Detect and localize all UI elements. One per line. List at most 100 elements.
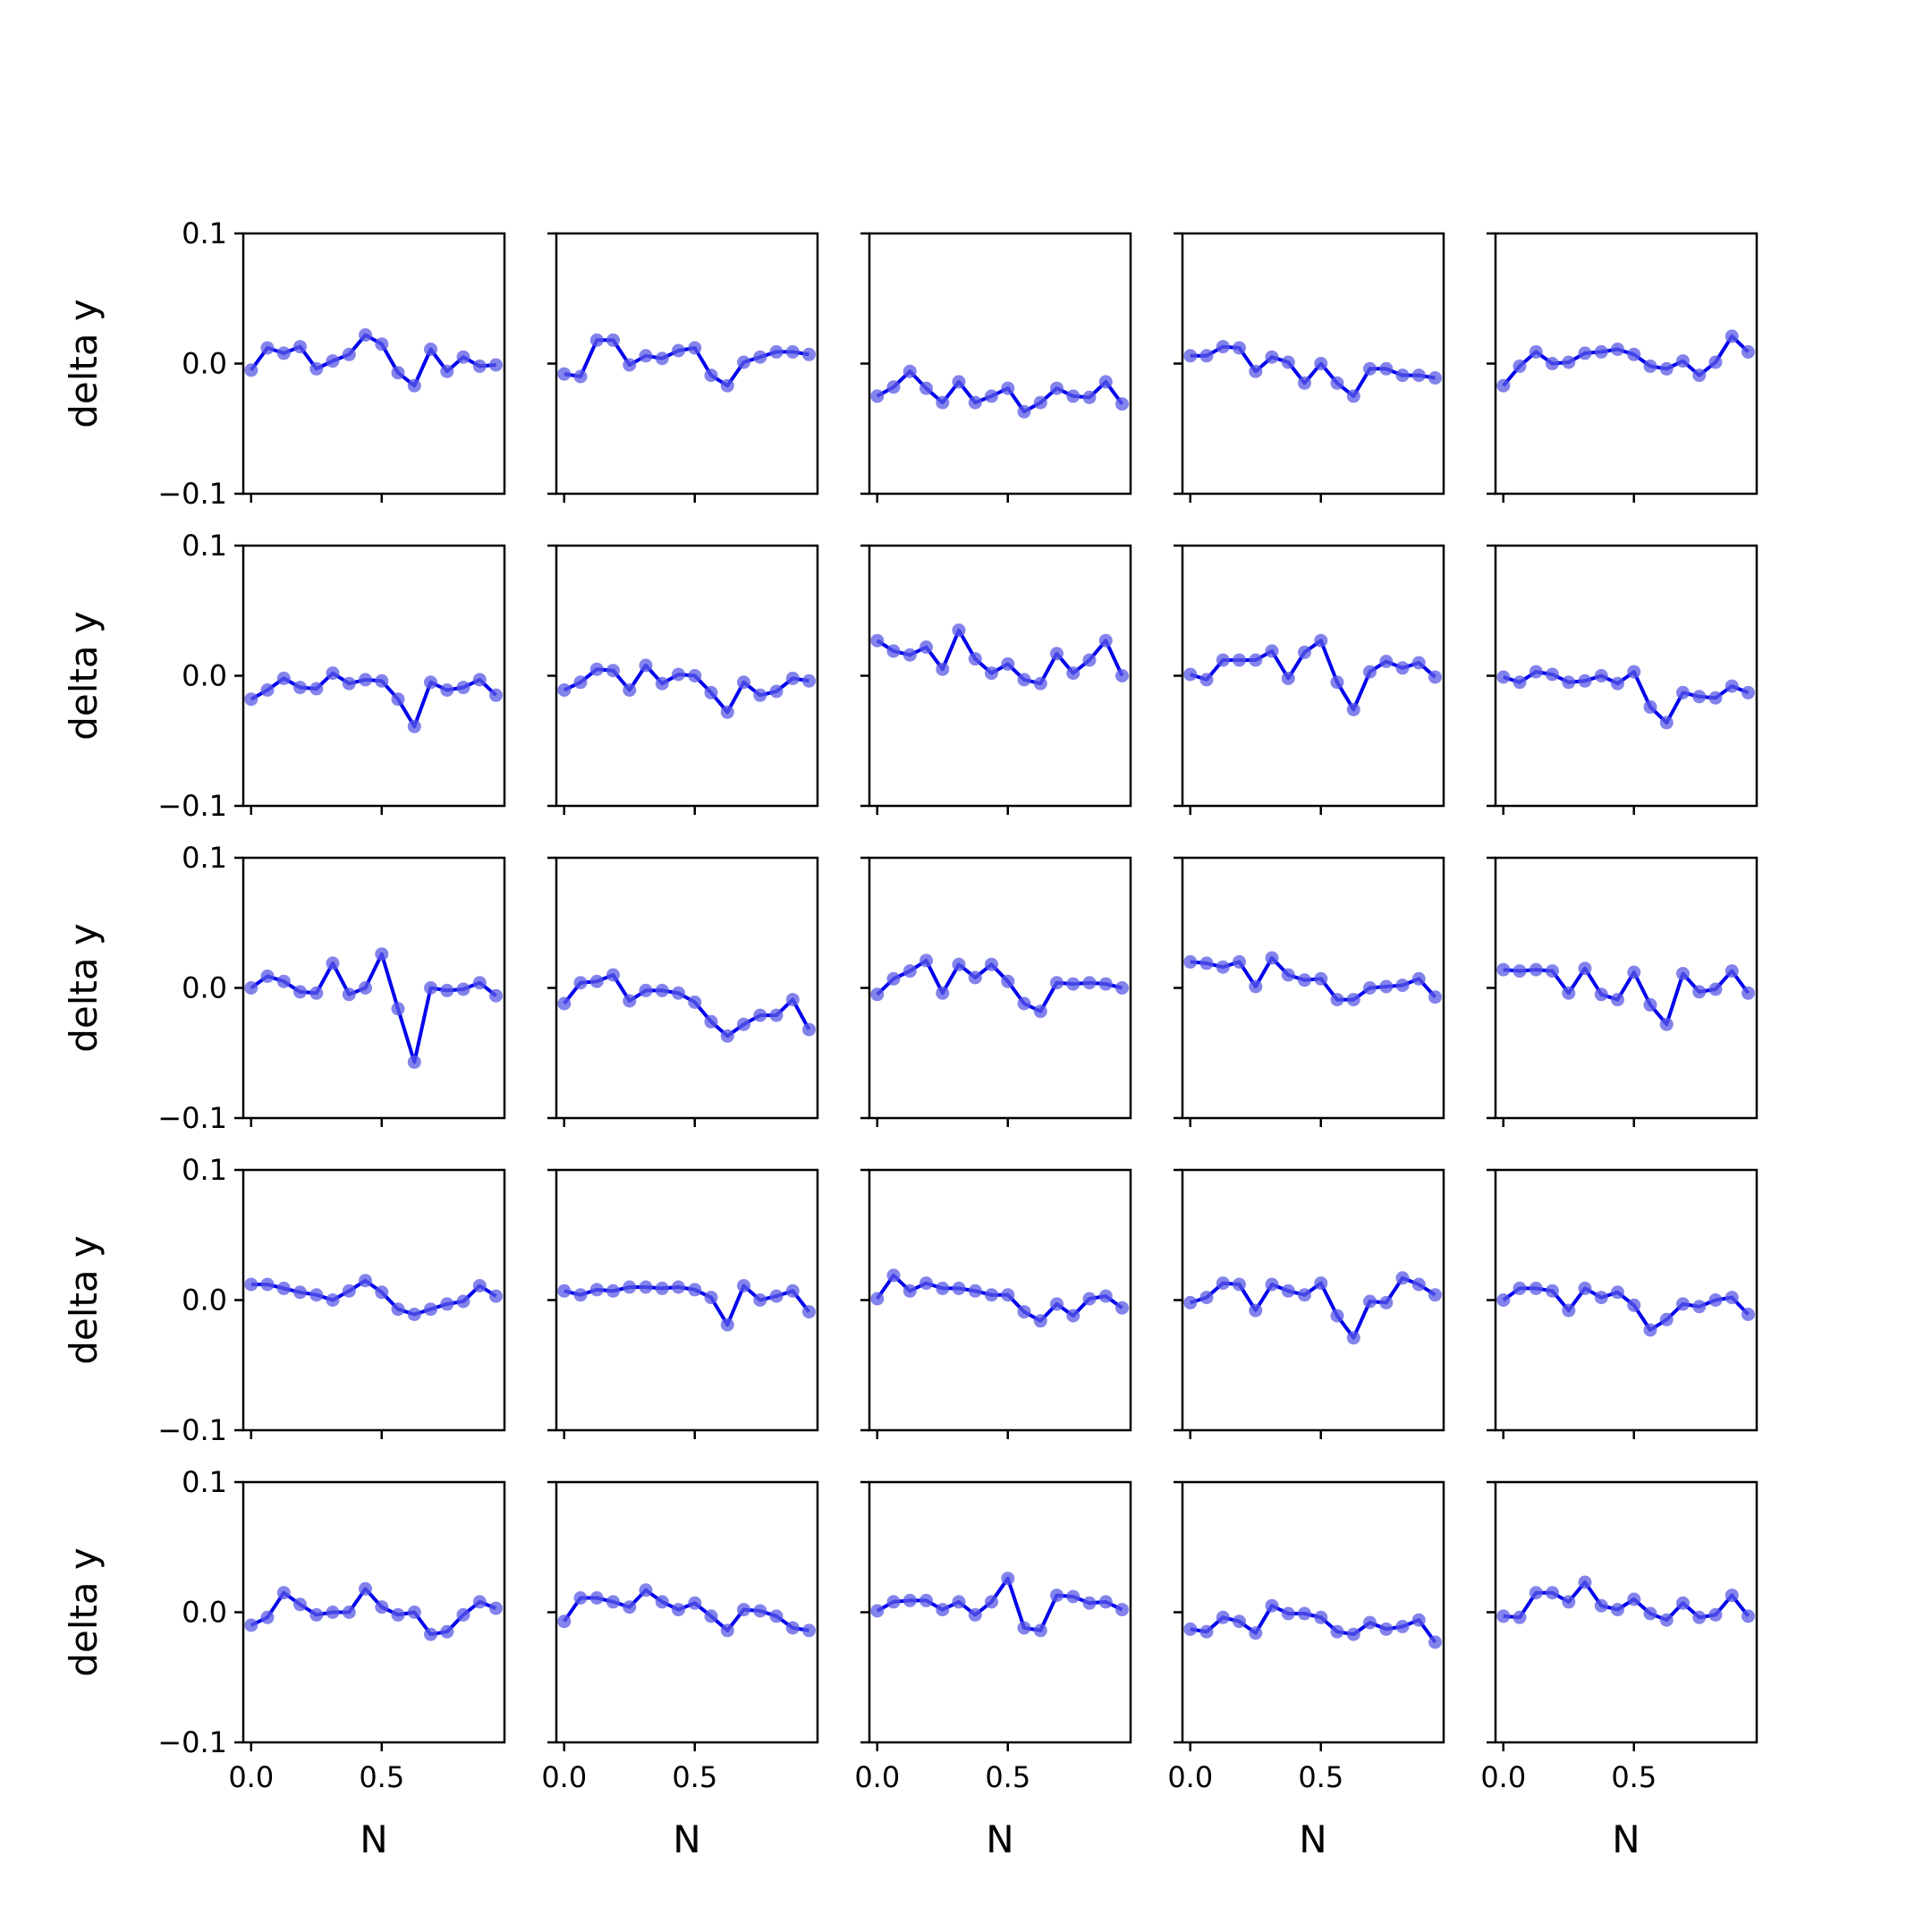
- data-point: [1513, 675, 1527, 690]
- data-point: [1741, 1308, 1755, 1321]
- data-point: [785, 671, 800, 685]
- data-point: [737, 355, 750, 369]
- data-point: [359, 328, 372, 342]
- data-point: [293, 985, 307, 999]
- series-line: [1503, 1580, 1750, 1623]
- data-point: [573, 369, 588, 384]
- data-point: [1659, 361, 1674, 376]
- data-point: [1017, 1305, 1031, 1319]
- data-point: [1314, 1610, 1328, 1624]
- data-point: [753, 1293, 767, 1307]
- data-point: [672, 1280, 685, 1294]
- series-line: [1503, 966, 1750, 1027]
- data-point: [1066, 1309, 1080, 1323]
- data-point: [359, 981, 372, 995]
- data-point: [753, 1604, 767, 1618]
- data-point: [704, 1291, 718, 1305]
- data-point: [440, 683, 454, 697]
- series-line: [1502, 334, 1750, 387]
- data-point: [672, 343, 685, 358]
- data-point: [688, 341, 702, 355]
- subplot-r2-c2: [547, 544, 819, 815]
- data-point: [589, 974, 604, 988]
- data-point: [688, 1283, 702, 1297]
- data-point: [1724, 1589, 1739, 1603]
- data-point: [769, 684, 784, 699]
- y-tick-label: 0.1: [182, 841, 227, 875]
- y-axis-label: delta y: [62, 611, 106, 741]
- data-point: [1330, 675, 1344, 690]
- data-point: [1098, 633, 1113, 648]
- data-point: [1708, 1293, 1723, 1307]
- data-point: [672, 1603, 685, 1617]
- data-point: [375, 1600, 389, 1614]
- data-point: [472, 1279, 487, 1292]
- data-point: [293, 681, 307, 695]
- subplot-r2-c1: −0.1 0.0 0.1 delta y: [62, 529, 506, 823]
- data-point: [1265, 350, 1279, 364]
- data-point: [1082, 1292, 1097, 1306]
- data-point: [1017, 1621, 1031, 1635]
- data-point: [952, 1595, 966, 1609]
- data-point: [1529, 962, 1543, 977]
- data-point: [342, 676, 356, 691]
- data-point: [1692, 985, 1707, 999]
- series-line: [564, 1284, 811, 1327]
- data-point: [472, 976, 487, 990]
- data-point: [557, 683, 572, 697]
- subplot-r2-c5: [1487, 544, 1758, 815]
- data-point: [589, 662, 604, 676]
- data-point: [1249, 1303, 1263, 1318]
- data-point: [1724, 679, 1739, 693]
- subplot-r1-c1: −0.1 0.0 0.1 delta y: [62, 216, 506, 511]
- data-point: [407, 378, 421, 393]
- data-point: [1346, 389, 1360, 403]
- subplot-r4-c4: [1174, 1168, 1445, 1439]
- data-point: [244, 1618, 258, 1632]
- axes-frame: [555, 232, 819, 496]
- data-point: [1033, 1004, 1047, 1019]
- data-point: [456, 1607, 470, 1622]
- data-point: [769, 1008, 784, 1022]
- y-tick-label: −0.1: [157, 789, 227, 823]
- data-point: [456, 1294, 470, 1309]
- subplot-r3-c3: [860, 856, 1132, 1127]
- data-point: [1611, 676, 1624, 691]
- data-point: [1314, 1276, 1328, 1291]
- data-point: [1233, 341, 1246, 355]
- data-point: [672, 986, 685, 1000]
- data-point: [639, 983, 653, 997]
- x-axis-label: N: [1299, 1818, 1326, 1861]
- data-point: [623, 1280, 637, 1294]
- data-point: [1611, 993, 1624, 1007]
- subplot-r4-c5: [1487, 1168, 1758, 1439]
- data-point: [1281, 1606, 1295, 1621]
- data-point: [1281, 968, 1295, 982]
- data-point: [1298, 645, 1311, 659]
- data-point: [968, 1284, 982, 1298]
- data-point: [1643, 1323, 1657, 1337]
- subplot-r3-c2: [547, 856, 819, 1127]
- data-point: [1033, 1623, 1047, 1638]
- data-point: [952, 623, 966, 638]
- data-point: [244, 1277, 258, 1292]
- data-point: [720, 1623, 734, 1638]
- data-point: [1298, 376, 1311, 390]
- data-point: [886, 380, 901, 394]
- data-point: [1330, 993, 1344, 1007]
- data-point: [1627, 1298, 1641, 1312]
- data-point: [1411, 971, 1426, 986]
- data-point: [1513, 964, 1527, 979]
- data-point: [985, 957, 998, 971]
- data-point: [639, 349, 653, 363]
- data-point: [737, 1279, 750, 1292]
- data-point: [1216, 960, 1230, 974]
- data-point: [391, 692, 405, 707]
- data-point: [1183, 1622, 1198, 1636]
- data-point: [704, 685, 718, 699]
- x-tick-label: 0.0: [228, 1760, 274, 1794]
- data-point: [1346, 993, 1360, 1007]
- data-point: [1411, 1613, 1426, 1627]
- y-tick-label: 0.0: [182, 1596, 227, 1630]
- data-point: [1082, 653, 1097, 667]
